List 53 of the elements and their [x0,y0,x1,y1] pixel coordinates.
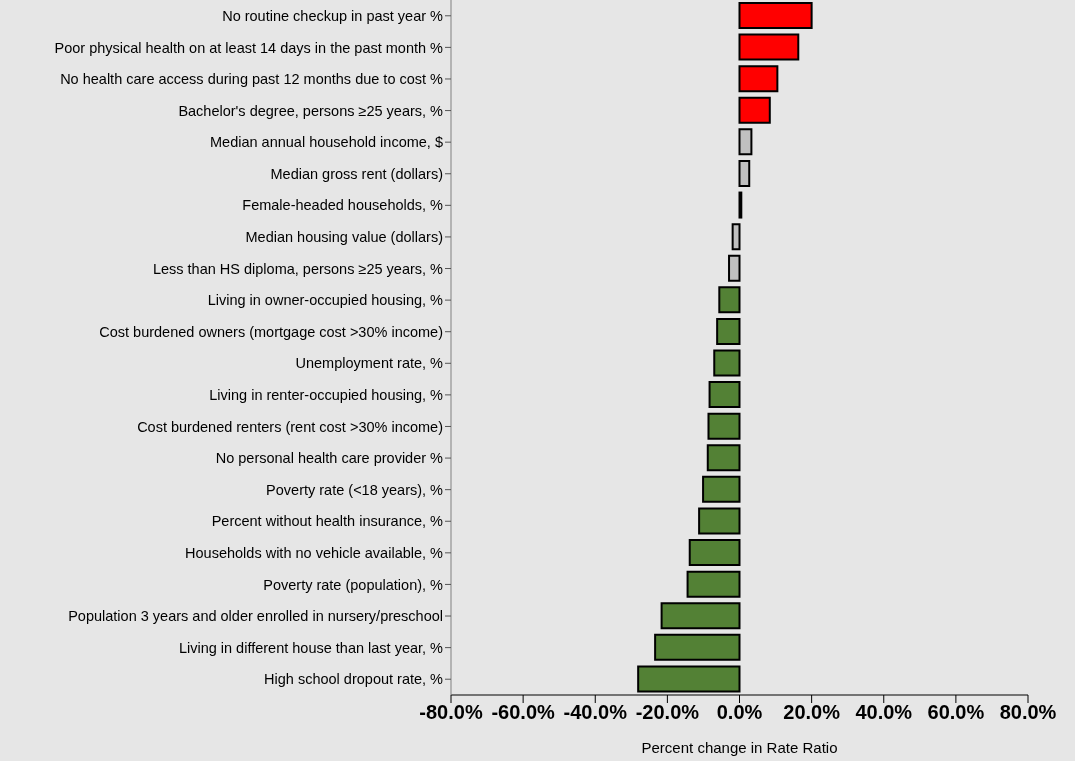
y-tick-label: No health care access during past 12 months due to cost % [60,71,444,88]
x-tick-label: 60.0% [927,701,985,724]
bar [731,223,741,251]
x-tick-label: -80.0% [419,701,483,724]
x-axis-title: Percent change in Rate Ratio [641,739,838,756]
y-tick-label: Population 3 years and older enrolled in nursery/preschool [68,608,443,625]
bar [698,507,741,535]
bar [738,96,771,124]
bar [738,65,779,93]
bar [738,159,751,187]
bar [707,412,741,440]
y-tick-label: Living in renter-occupied housing, % [209,387,444,404]
y-tick-label: Households with no vehicle available, % [185,544,444,561]
bar [654,633,741,661]
y-tick-label: Female-headed households, % [242,197,444,214]
bar [637,665,741,693]
x-tick-label: 80.0% [999,701,1057,724]
y-tick-label: Poverty rate (<18 years), % [266,481,444,498]
y-tick-label: Median gross rent (dollars) [270,165,443,182]
y-tick-label: High school dropout rate, % [264,671,444,688]
y-tick-label: Cost burdened renters (rent cost >30% income) [137,418,443,435]
bar [718,286,741,314]
bar [738,33,800,61]
y-tick-label: Unemployment rate, % [295,355,444,372]
y-tick-label: Median annual household income, $ [210,134,443,151]
bar [706,444,741,472]
bar [738,128,753,156]
x-tick-label: -20.0% [635,701,700,724]
x-tick-label: -60.0% [491,701,556,724]
y-tick-label: No routine checkup in past year % [222,7,444,24]
bar [660,602,741,630]
bar [686,570,741,598]
y-tick-label: No personal health care provider % [215,450,444,467]
y-tick-label: Cost burdened owners (mortgage cost >30% income) [99,323,443,340]
y-tick-label: Median housing value (dollars) [245,229,443,246]
y-tick-label: Poor physical health on at least 14 days in the past month % [54,39,444,56]
bar [708,381,741,409]
y-tick-label: Percent without health insurance, % [211,513,444,530]
bar [713,349,741,377]
y-tick-label: Living in different house than last year, % [178,639,444,656]
y-tick-label: Less than HS diploma, persons ≥25 years, % [152,260,444,277]
y-tick-label: Living in owner-occupied housing, % [207,292,444,309]
x-tick-label: -40.0% [563,701,628,724]
bar [738,2,813,29]
y-tick-label: Poverty rate (population), % [263,576,444,593]
bar [728,254,741,282]
x-tick-label: 20.0% [783,701,841,724]
x-tick-label: 0.0% [716,701,763,724]
y-tick-label: Bachelor's degree, persons ≥25 years, % [178,102,444,119]
x-tick-label: 40.0% [855,701,913,724]
bar [688,539,741,567]
bar [702,475,741,503]
bar [716,317,741,345]
